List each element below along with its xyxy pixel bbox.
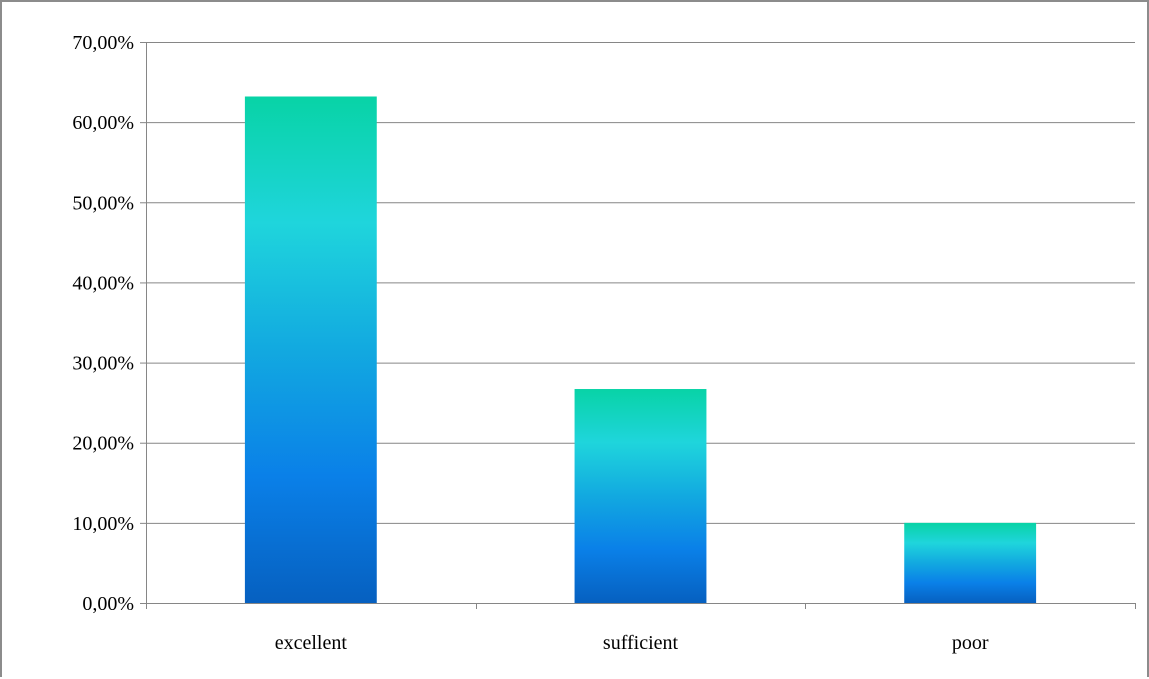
bars	[244, 96, 1037, 604]
bar-sufficient	[574, 389, 707, 603]
y-tick-label: 0,00%	[82, 593, 134, 615]
y-tick-label: 70,00%	[72, 32, 134, 54]
x-axis-tick-labels: excellent sufficient poor	[275, 632, 989, 654]
y-tick-label: 60,00%	[72, 112, 134, 134]
y-tick-label: 40,00%	[72, 272, 134, 294]
bar-poor	[904, 522, 1037, 603]
axes	[140, 42, 1136, 609]
x-tick-label: excellent	[275, 632, 348, 654]
x-tick-label: sufficient	[603, 632, 679, 654]
y-tick-label: 30,00%	[72, 353, 134, 375]
y-tick-label: 20,00%	[72, 433, 134, 455]
x-tick-label: poor	[952, 632, 989, 654]
bar-excellent	[244, 96, 377, 604]
y-axis-tick-labels: 0,00% 10,00% 20,00% 30,00% 40,00% 50,00% 60,00…	[72, 32, 134, 615]
y-tick-label: 10,00%	[72, 513, 134, 535]
y-tick-label: 50,00%	[72, 192, 134, 214]
